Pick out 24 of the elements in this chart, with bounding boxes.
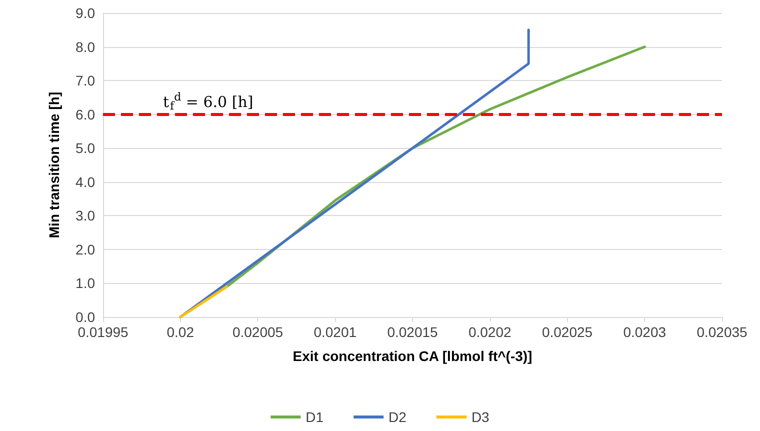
x-tick-label: 0.0201 <box>314 324 357 340</box>
x-axis-title: Exit concentration CA [lbmol ft^(-3)] <box>292 348 532 364</box>
x-tick-label: 0.02025 <box>542 324 593 340</box>
y-tick-label: 3.0 <box>76 208 96 224</box>
y-tick-label: 1.0 <box>76 275 96 292</box>
legend-label: D2 <box>388 409 407 425</box>
x-tick-label: 0.02015 <box>387 324 438 340</box>
y-axis-title: Min transition time [h] <box>46 92 62 238</box>
legend-label: D1 <box>306 409 324 425</box>
y-tick-label: 7.0 <box>76 72 96 89</box>
y-tick-label: 4.0 <box>76 174 96 190</box>
x-tick-label: 0.02005 <box>232 324 284 340</box>
y-tick-label: 9.0 <box>76 5 96 21</box>
y-tick-label: 5.0 <box>76 140 96 156</box>
x-tick-label: 0.01995 <box>78 324 129 340</box>
y-tick-label: 2.0 <box>76 241 96 258</box>
x-tick-label: 0.0203 <box>623 324 666 340</box>
x-tick-label: 0.02 <box>166 324 194 340</box>
y-tick-label: 0.0 <box>76 309 96 325</box>
legend-label: D3 <box>471 409 490 425</box>
x-tick-label: 0.02035 <box>696 324 748 340</box>
x-tick-label: 0.0202 <box>468 324 512 340</box>
y-tick-label: 6.0 <box>76 106 96 122</box>
y-tick-label: 8.0 <box>76 38 96 55</box>
